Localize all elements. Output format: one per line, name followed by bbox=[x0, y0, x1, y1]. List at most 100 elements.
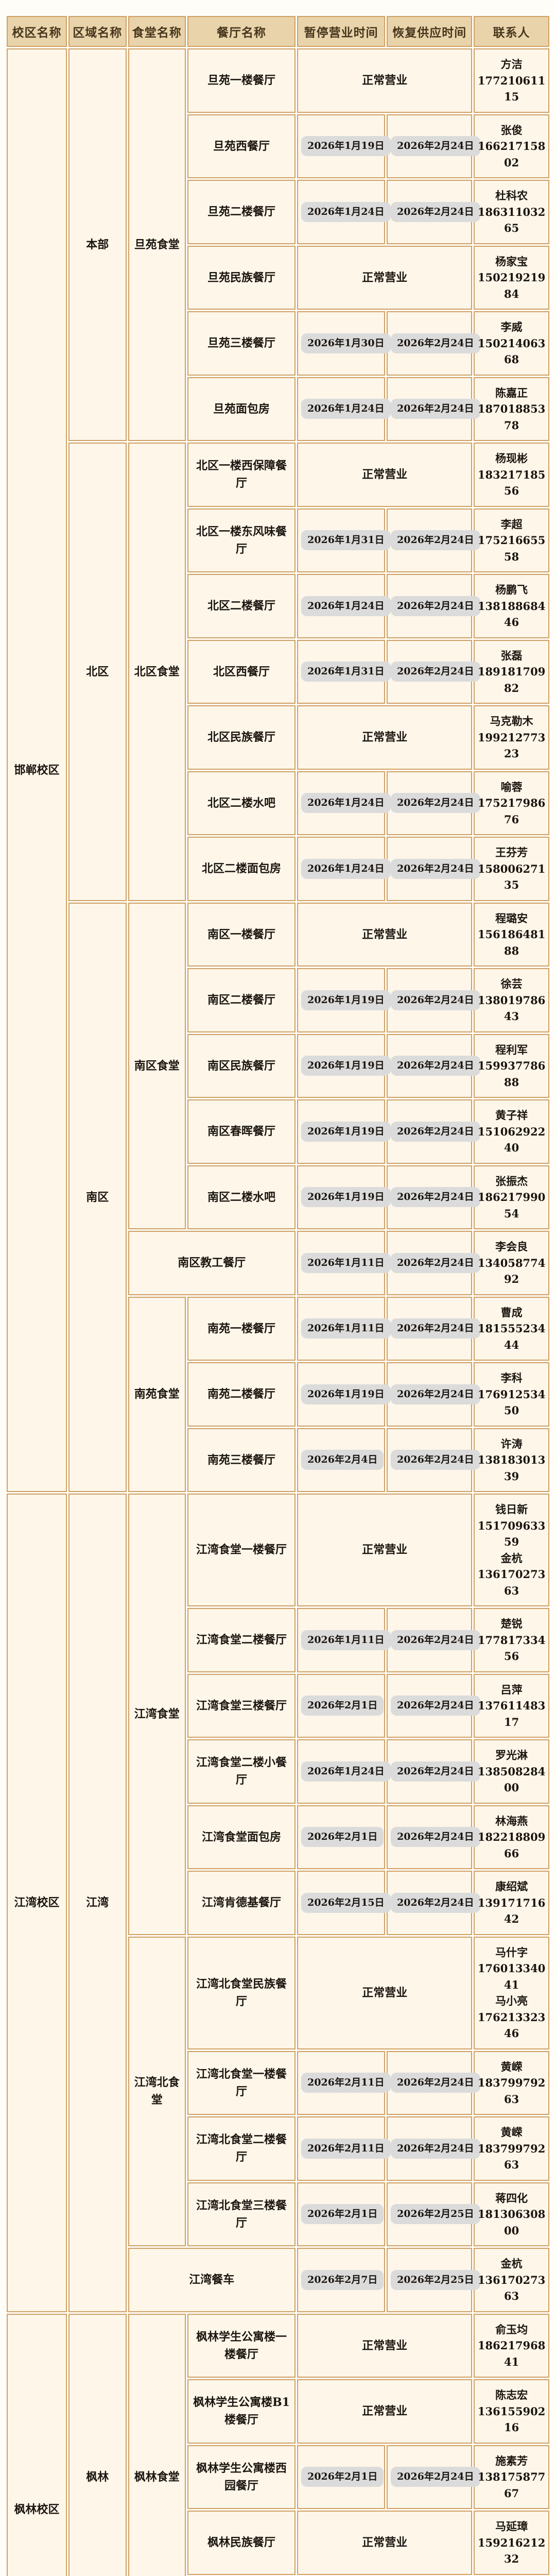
canteen-cell: 江湾北食堂 bbox=[128, 1937, 186, 2247]
resume-date-badge: 2026年2月24日 bbox=[391, 1630, 480, 1650]
contact-line: 金杭 bbox=[476, 2256, 547, 2272]
suspend-date-cell: 2026年1月24日 bbox=[297, 574, 385, 638]
resume-date-badge: 2026年2月25日 bbox=[391, 2270, 480, 2290]
contact-line: 蒋四化 bbox=[476, 2190, 547, 2207]
contact-line: 18221880966 bbox=[476, 1829, 547, 1861]
status-cell: 正常营业 bbox=[297, 48, 472, 113]
column-header-area: 区域名称 bbox=[68, 16, 126, 47]
contact-line: 程璐安 bbox=[476, 910, 547, 927]
contact-line: 18621796841 bbox=[476, 2337, 547, 2370]
restaurant-cell: 南区二楼水吧 bbox=[187, 1165, 296, 1230]
canteen-cell: 枫林食堂 bbox=[128, 2314, 186, 2576]
resume-date-cell: 2026年2月24日 bbox=[387, 1297, 472, 1361]
contact-line: 13617027363 bbox=[476, 2272, 547, 2304]
suspend-date-cell: 2026年1月24日 bbox=[297, 771, 385, 836]
suspend-date-cell: 2026年2月1日 bbox=[297, 2182, 385, 2247]
restaurant-cell: 旦苑一楼餐厅 bbox=[187, 48, 296, 113]
suspend-date-cell: 2026年1月24日 bbox=[297, 837, 385, 901]
suspend-date-cell: 2026年2月15日 bbox=[297, 1871, 385, 1935]
area-cell: 南区 bbox=[68, 903, 126, 1493]
contact-line: 喻蓉 bbox=[476, 779, 547, 795]
resume-date-cell: 2026年2月24日 bbox=[387, 2445, 472, 2510]
suspend-date-badge: 2026年2月4日 bbox=[301, 1450, 384, 1470]
resume-date-cell: 2026年2月24日 bbox=[387, 1362, 472, 1427]
resume-date-badge: 2026年2月24日 bbox=[391, 202, 480, 222]
resume-date-cell: 2026年2月24日 bbox=[387, 771, 472, 836]
contact-line: 陈志宏 bbox=[476, 2387, 547, 2403]
suspend-date-badge: 2026年1月19日 bbox=[301, 1384, 391, 1404]
contact-line: 13818301339 bbox=[476, 1452, 547, 1484]
contact-line: 18379979263 bbox=[476, 2141, 547, 2173]
restaurant-cell: 江湾北食堂民族餐厅 bbox=[187, 1937, 296, 2049]
suspend-date-badge: 2026年1月24日 bbox=[301, 399, 391, 419]
resume-date-badge: 2026年2月24日 bbox=[391, 1696, 480, 1716]
area-cell: 本部 bbox=[68, 48, 126, 441]
suspend-date-badge: 2026年1月11日 bbox=[301, 1253, 391, 1273]
resume-date-cell: 2026年2月24日 bbox=[387, 311, 472, 376]
resume-date-badge: 2026年2月24日 bbox=[391, 1384, 480, 1404]
suspend-date-cell: 2026年1月11日 bbox=[297, 1231, 385, 1295]
restaurant-cell: 旦苑二楼餐厅 bbox=[187, 180, 296, 244]
contact-line: 黄子祥 bbox=[476, 1107, 547, 1124]
suspend-date-cell: 2026年1月19日 bbox=[297, 1034, 385, 1098]
resume-date-cell: 2026年2月24日 bbox=[387, 180, 472, 244]
restaurant-cell: 江湾食堂二楼餐厅 bbox=[187, 1608, 296, 1672]
contact-line: 13617027363 bbox=[476, 1566, 547, 1599]
resume-date-badge: 2026年2月24日 bbox=[391, 1122, 480, 1142]
area-cell: 北区 bbox=[68, 443, 126, 901]
resume-date-badge: 2026年2月24日 bbox=[391, 1450, 480, 1470]
campus-cell: 邯郸校区 bbox=[7, 48, 67, 1492]
restaurant-cell: 旦苑西餐厅 bbox=[187, 114, 296, 179]
suspend-date-badge: 2026年1月30日 bbox=[301, 333, 391, 353]
restaurant-cell: 江湾食堂一楼餐厅 bbox=[187, 1494, 296, 1606]
contact-line: 15021406368 bbox=[476, 335, 547, 368]
resume-date-cell: 2026年2月24日 bbox=[387, 837, 472, 901]
contact-line: 李科 bbox=[476, 1370, 547, 1386]
restaurant-cell: 江湾食堂三楼餐厅 bbox=[187, 1674, 296, 1738]
contact-line: 13917171642 bbox=[476, 1895, 547, 1927]
suspend-date-badge: 2026年1月11日 bbox=[301, 1318, 391, 1338]
suspend-date-cell: 2026年1月11日 bbox=[297, 1297, 385, 1361]
resume-date-cell: 2026年2月24日 bbox=[387, 1034, 472, 1098]
restaurant-cell: 江湾食堂二楼小餐厅 bbox=[187, 1739, 296, 1804]
contact-line: 17621332346 bbox=[476, 2009, 547, 2042]
restaurant-cell: 江湾食堂面包房 bbox=[187, 1805, 296, 1870]
contact-line: 张振杰 bbox=[476, 1173, 547, 1190]
contact-line: 黄嵘 bbox=[476, 2124, 547, 2141]
contact-line: 18621799054 bbox=[476, 1189, 547, 1222]
suspend-date-cell: 2026年1月19日 bbox=[297, 968, 385, 1032]
resume-date-cell: 2026年2月24日 bbox=[387, 1428, 472, 1493]
restaurant-cell: 南苑一楼餐厅 bbox=[187, 1297, 296, 1361]
contact-line: 康绍斌 bbox=[476, 1878, 547, 1895]
contact-line: 18918170982 bbox=[476, 664, 547, 696]
contact-line: 徐芸 bbox=[476, 976, 547, 992]
restaurant-cell: 北区二楼餐厅 bbox=[187, 574, 296, 638]
status-cell: 正常营业 bbox=[297, 1937, 472, 2049]
contact-line: 楚锐 bbox=[476, 1616, 547, 1632]
suspend-date-badge: 2026年1月19日 bbox=[301, 136, 391, 156]
contact-line: 18321718556 bbox=[476, 467, 547, 499]
suspend-date-badge: 2026年1月24日 bbox=[301, 596, 391, 616]
contact-line: 13818868446 bbox=[476, 598, 547, 631]
contact-line: 杨现彬 bbox=[476, 450, 547, 467]
column-header-suspend: 暂停营业时间 bbox=[297, 16, 385, 47]
restaurant-cell: 旦苑三楼餐厅 bbox=[187, 311, 296, 376]
resume-date-cell: 2026年2月24日 bbox=[387, 1805, 472, 1870]
resume-date-badge: 2026年2月24日 bbox=[391, 662, 480, 682]
restaurant-cell: 南区民族餐厅 bbox=[187, 1034, 296, 1098]
resume-date-badge: 2026年2月24日 bbox=[391, 596, 480, 616]
